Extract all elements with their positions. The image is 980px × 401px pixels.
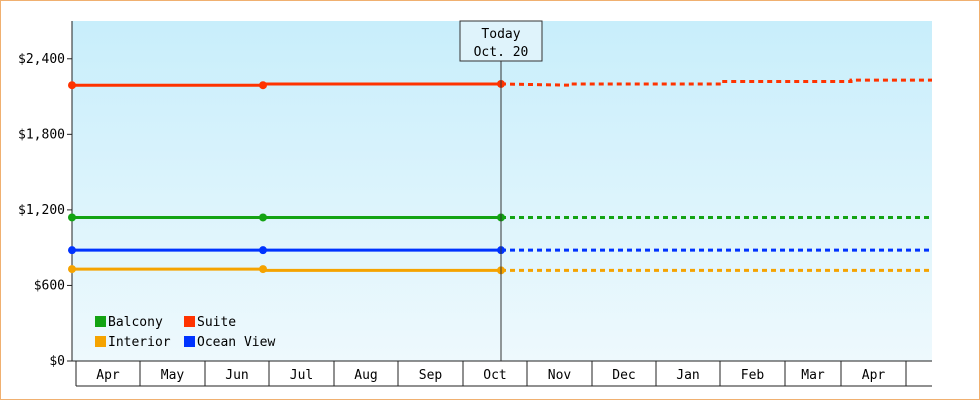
data-point[interactable]	[68, 246, 76, 255]
legend-item: Suite	[184, 315, 236, 330]
y-tick-label: $0	[49, 354, 65, 369]
x-tick-label: Feb	[741, 368, 765, 383]
x-tick-label: Oct	[483, 368, 506, 383]
series-forecast-line	[500, 78, 932, 87]
legend-label: Ocean View	[197, 335, 275, 350]
data-point[interactable]	[259, 246, 267, 255]
legend-swatch	[184, 316, 195, 327]
legend-label: Suite	[197, 315, 236, 330]
x-tick-label: Jul	[290, 368, 313, 383]
x-tick-label: Apr	[96, 368, 120, 383]
x-tick-label: May	[161, 368, 185, 383]
today-date-label: Oct. 20	[474, 45, 529, 60]
legend-item: Ocean View	[184, 335, 275, 350]
legend-swatch	[95, 316, 106, 327]
x-tick-label: Apr	[862, 368, 886, 383]
series-actual-line	[72, 267, 501, 272]
series-suite	[68, 78, 932, 90]
data-point[interactable]	[68, 81, 76, 90]
x-tick-label: Dec	[612, 368, 635, 383]
x-tick-label: Aug	[354, 368, 377, 383]
x-tick-label: Jun	[225, 368, 248, 383]
y-tick-label: $2,400	[18, 52, 65, 67]
today-label: Today	[481, 27, 520, 42]
legend-item: Balcony	[95, 315, 163, 330]
x-tick-label: Nov	[548, 368, 572, 383]
data-point[interactable]	[68, 265, 76, 274]
plot-area	[72, 21, 932, 361]
x-tick-label: Sep	[419, 368, 443, 383]
x-tick-label: Mar	[801, 368, 825, 383]
y-tick-label: $1,800	[18, 127, 65, 142]
data-point[interactable]	[259, 265, 267, 274]
legend-label: Balcony	[108, 315, 163, 330]
legend-swatch	[184, 336, 195, 347]
y-tick-label: $1,200	[18, 203, 65, 218]
legend-item: Interior	[95, 335, 171, 350]
data-point[interactable]	[68, 213, 76, 222]
legend-label: Interior	[108, 335, 171, 350]
data-point[interactable]	[259, 81, 267, 90]
today-label-box	[459, 20, 543, 62]
x-tick-label: Jan	[676, 368, 699, 383]
series-actual-line	[72, 82, 501, 87]
y-tick-label: $600	[34, 278, 65, 293]
data-point[interactable]	[259, 213, 267, 222]
legend-swatch	[95, 336, 106, 347]
